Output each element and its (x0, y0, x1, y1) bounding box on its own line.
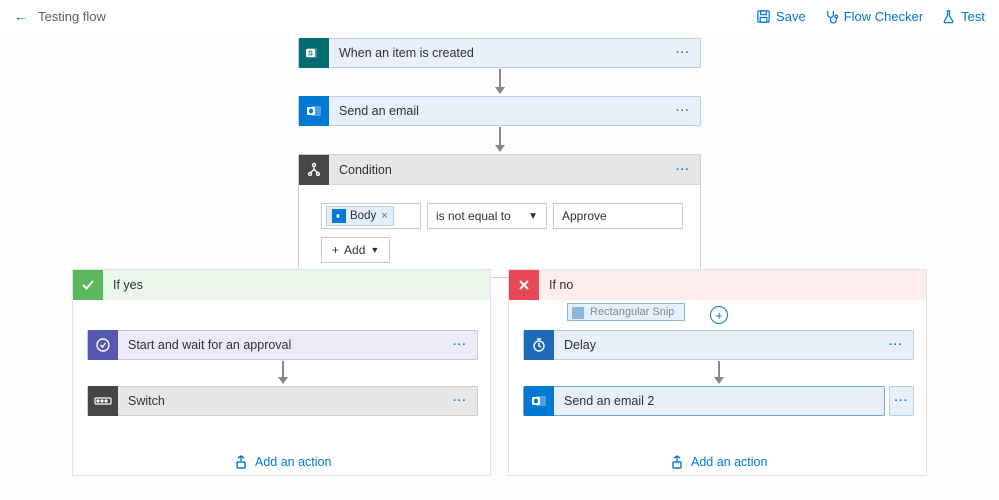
test-label: Test (961, 9, 985, 24)
add-label: Add (344, 243, 365, 257)
switch-card[interactable]: Switch ··· (87, 386, 478, 416)
delay-icon (524, 330, 554, 360)
approval-card[interactable]: Start and wait for an approval ··· (87, 330, 478, 360)
trigger-card[interactable]: S When an item is created ··· (298, 38, 701, 68)
save-button[interactable]: Save (756, 9, 806, 24)
add-action-icon (233, 455, 249, 469)
plus-icon: + (332, 243, 339, 257)
email-card[interactable]: Send an email ··· (298, 96, 701, 126)
condition-header[interactable]: Condition ··· (299, 155, 700, 185)
yes-label: If yes (103, 278, 143, 292)
top-bar: ← Testing flow Save Flow Checker Test (0, 0, 999, 32)
email2-menu[interactable]: ··· (895, 395, 909, 407)
chevron-down-icon: ▼ (528, 211, 538, 222)
condition-icon (299, 155, 329, 185)
add-action-label: Add an action (691, 455, 767, 469)
trigger-label: When an item is created (329, 46, 666, 60)
email-menu[interactable]: ··· (666, 105, 700, 117)
flow-checker-button[interactable]: Flow Checker (824, 9, 923, 24)
svg-text:S: S (308, 51, 313, 58)
no-header: If no (509, 270, 926, 300)
outlook-icon (299, 96, 329, 126)
switch-label: Switch (118, 394, 443, 408)
connector-arrow (718, 361, 720, 383)
chip-remove[interactable]: × (381, 210, 387, 222)
check-icon (73, 270, 103, 300)
approval-icon (88, 330, 118, 360)
delay-menu[interactable]: ··· (879, 339, 913, 351)
email2-card[interactable]: Send an email 2 (523, 386, 885, 416)
condition-value[interactable]: Approve (553, 203, 683, 229)
value-text: Approve (562, 209, 607, 223)
trigger-menu[interactable]: ··· (666, 47, 700, 59)
flow-title: Testing flow (38, 9, 106, 24)
stethoscope-icon (824, 9, 839, 24)
back-button[interactable]: ← (14, 8, 28, 24)
delay-label: Delay (554, 338, 879, 352)
email-label: Send an email (329, 104, 666, 118)
test-button[interactable]: Test (941, 9, 985, 24)
condition-menu[interactable]: ··· (666, 164, 700, 176)
flow-checker-label: Flow Checker (844, 9, 923, 24)
save-label: Save (776, 9, 806, 24)
condition-card: Condition ··· Body × is not equal to ▼ A… (298, 154, 701, 278)
body-chip[interactable]: Body × (326, 206, 394, 226)
yes-header: If yes (73, 270, 490, 300)
approval-label: Start and wait for an approval (118, 338, 443, 352)
email2-menu-detached[interactable]: ··· (889, 386, 914, 416)
x-icon (509, 270, 539, 300)
add-action-yes[interactable]: Add an action (233, 455, 331, 469)
operator-label: is not equal to (436, 209, 511, 223)
delay-card[interactable]: Delay ··· (523, 330, 914, 360)
no-branch: If no Rectangular Snip + Delay ··· Send … (508, 269, 927, 476)
chevron-down-icon: ▼ (370, 245, 379, 255)
condition-operator[interactable]: is not equal to ▼ (427, 203, 547, 229)
insert-step-button[interactable]: + (710, 306, 728, 324)
switch-menu[interactable]: ··· (443, 395, 477, 407)
email2-label: Send an email 2 (554, 394, 884, 408)
add-action-icon (669, 455, 685, 469)
add-action-no[interactable]: Add an action (669, 455, 767, 469)
condition-left-field[interactable]: Body × (321, 203, 421, 229)
switch-icon (88, 386, 118, 416)
condition-label: Condition (329, 163, 666, 177)
yes-branch: If yes Start and wait for an approval ··… (72, 269, 491, 476)
add-action-label: Add an action (255, 455, 331, 469)
connector-arrow (499, 127, 501, 151)
save-icon (756, 9, 771, 24)
snip-watermark: Rectangular Snip (567, 303, 685, 321)
flask-icon (941, 9, 956, 24)
approval-menu[interactable]: ··· (443, 339, 477, 351)
outlook-icon (524, 386, 554, 416)
sharepoint-icon: S (299, 38, 329, 68)
chip-label: Body (350, 210, 376, 222)
add-condition-button[interactable]: + Add ▼ (321, 237, 390, 263)
connector-arrow (282, 361, 284, 383)
no-label: If no (539, 278, 573, 292)
outlook-chip-icon (332, 209, 346, 223)
connector-arrow (499, 69, 501, 93)
